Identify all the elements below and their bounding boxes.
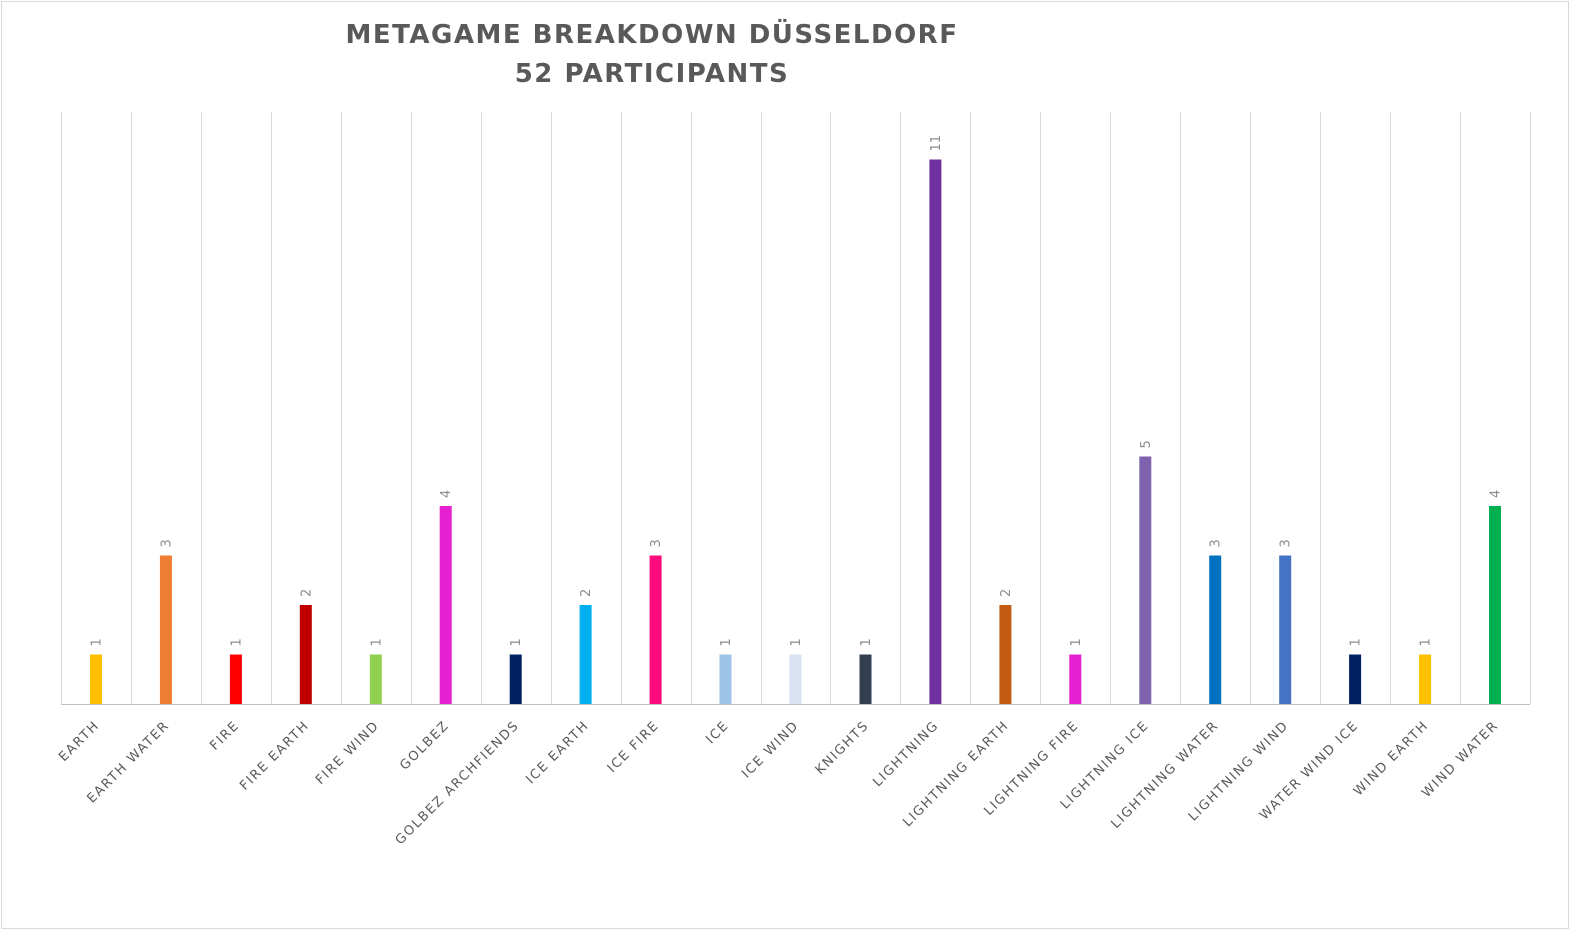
bar-fire-wind: [369, 654, 382, 704]
bar-lightning-fire: [1069, 654, 1082, 704]
data-label: 2: [999, 589, 1014, 597]
tick-label: WIND EARTH: [1351, 718, 1432, 799]
tick-label: GOLBEZ: [397, 718, 452, 773]
data-label: 3: [159, 539, 174, 547]
tick-label: FIRE WIND: [313, 718, 383, 788]
data-label: 4: [1489, 490, 1504, 498]
tick-label: FIRE: [207, 718, 242, 753]
tick-label: ICE: [703, 718, 732, 747]
data-label: 2: [299, 589, 314, 597]
data-label: 1: [859, 638, 874, 646]
data-label: 3: [649, 539, 664, 547]
chart-subtitle: 52 PARTICIPANTS: [515, 59, 790, 89]
bar-lightning: [929, 159, 942, 704]
data-label: 5: [1139, 440, 1154, 448]
bar-knights: [859, 654, 872, 704]
tick-label: EARTH: [56, 718, 103, 765]
data-label: 1: [1419, 638, 1434, 646]
tick-label: FIRE EARTH: [237, 718, 312, 793]
tick-label: ICE EARTH: [523, 718, 592, 787]
gridlines: [61, 112, 1531, 704]
tick-label: LIGHTNING: [870, 718, 942, 790]
data-label: 4: [439, 490, 454, 498]
data-label: 11: [929, 135, 944, 152]
bar-earth-water: [159, 555, 172, 704]
data-label: 1: [229, 638, 244, 646]
bar-water-wind-ice: [1349, 654, 1362, 704]
bar-ice: [719, 654, 732, 704]
data-label: 2: [579, 589, 594, 597]
tick-label: ICE WIND: [739, 718, 802, 781]
bar-ice-earth: [579, 605, 592, 704]
data-label: 1: [1349, 638, 1364, 646]
bar-golbez: [439, 506, 452, 704]
tick-label: KNIGHTS: [813, 718, 873, 778]
bar-wind-earth: [1419, 654, 1432, 704]
bar-lightning-water: [1209, 555, 1222, 704]
data-label: 3: [1209, 539, 1224, 547]
data-label: 1: [369, 638, 384, 646]
data-label: 1: [509, 638, 524, 646]
bar-chart: METAGAME BREAKDOWN DÜSSELDORF 52 PARTICI…: [56, 17, 1531, 848]
data-label: 1: [1069, 638, 1084, 646]
tick-label: ICE FIRE: [605, 718, 663, 776]
bar-golbez-archfiends: [509, 654, 522, 704]
tick-label: WIND WATER: [1419, 718, 1502, 801]
bar-fire: [229, 654, 242, 704]
data-label: 1: [90, 638, 105, 646]
bar-fire-earth: [299, 605, 312, 704]
tick-label: GOLBEZ ARCHFIENDS: [393, 718, 523, 848]
data-label: 1: [789, 638, 804, 646]
bar-wind-water: [1489, 506, 1501, 704]
bar-ice-wind: [789, 654, 802, 704]
chart-title: METAGAME BREAKDOWN DÜSSELDORF: [346, 17, 959, 50]
data-label: 1: [719, 638, 734, 646]
bar-ice-fire: [649, 555, 662, 704]
data-label: 3: [1279, 539, 1294, 547]
bar-earth: [90, 654, 102, 704]
bar-lightning-ice: [1139, 456, 1152, 704]
bars: [90, 159, 1501, 704]
bar-lightning-wind: [1279, 555, 1292, 704]
bar-lightning-earth: [999, 605, 1012, 704]
